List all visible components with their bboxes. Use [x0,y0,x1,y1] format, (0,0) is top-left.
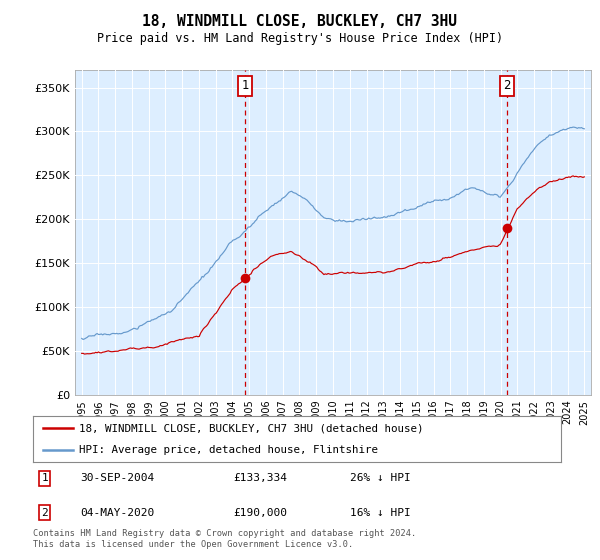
Text: 1: 1 [241,80,249,92]
Text: 30-SEP-2004: 30-SEP-2004 [80,473,155,483]
Text: 16% ↓ HPI: 16% ↓ HPI [350,508,410,518]
Text: Price paid vs. HM Land Registry's House Price Index (HPI): Price paid vs. HM Land Registry's House … [97,32,503,45]
Text: 26% ↓ HPI: 26% ↓ HPI [350,473,410,483]
Text: 18, WINDMILL CLOSE, BUCKLEY, CH7 3HU: 18, WINDMILL CLOSE, BUCKLEY, CH7 3HU [143,14,458,29]
Text: £133,334: £133,334 [233,473,287,483]
Text: 2: 2 [41,508,48,518]
Text: 18, WINDMILL CLOSE, BUCKLEY, CH7 3HU (detached house): 18, WINDMILL CLOSE, BUCKLEY, CH7 3HU (de… [79,423,424,433]
Text: £190,000: £190,000 [233,508,287,518]
Text: Contains HM Land Registry data © Crown copyright and database right 2024.
This d: Contains HM Land Registry data © Crown c… [33,529,416,549]
Text: 1: 1 [41,473,48,483]
Text: 04-MAY-2020: 04-MAY-2020 [80,508,155,518]
Text: HPI: Average price, detached house, Flintshire: HPI: Average price, detached house, Flin… [79,445,379,455]
Text: 2: 2 [503,80,511,92]
